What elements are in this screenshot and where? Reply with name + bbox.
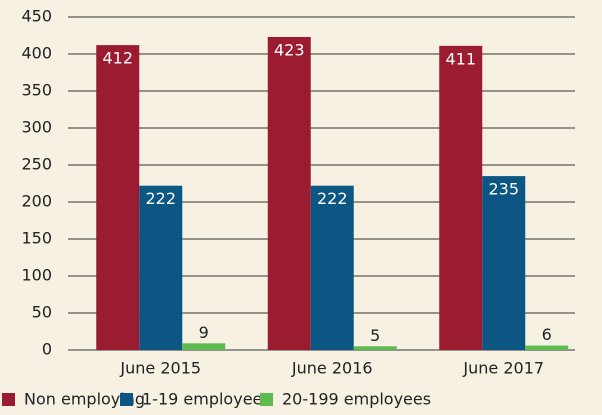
x-tick-label: June 2016: [291, 359, 373, 378]
y-tick-label: 450: [21, 7, 52, 26]
y-tick-label: 200: [21, 192, 52, 211]
bar: [353, 346, 397, 350]
bar: [267, 36, 311, 350]
bar: [96, 45, 140, 351]
data-label: 412: [102, 49, 133, 68]
data-label: 9: [199, 323, 209, 342]
bar: [182, 343, 226, 350]
legend-swatch: [2, 393, 15, 406]
legend-swatch: [120, 393, 133, 406]
y-tick-label: 400: [21, 44, 52, 63]
y-tick-label: 0: [42, 340, 52, 359]
data-label: 235: [488, 180, 519, 199]
data-label: 5: [370, 326, 380, 345]
legend-label: 20-199 employees: [282, 390, 431, 409]
legend-label: 1-19 employees: [142, 390, 271, 409]
y-tick-label: 300: [21, 118, 52, 137]
legend-swatch: [260, 393, 273, 406]
x-tick-label: June 2015: [119, 359, 201, 378]
x-tick-label: June 2017: [462, 359, 544, 378]
data-label: 222: [317, 189, 348, 208]
bar: [139, 185, 183, 350]
y-tick-label: 350: [21, 81, 52, 100]
bar: [439, 45, 483, 351]
legend-label: Non employing: [24, 390, 145, 409]
bar: [525, 345, 569, 350]
data-label: 423: [274, 40, 305, 59]
data-label: 222: [145, 189, 176, 208]
y-tick-label: 50: [32, 303, 52, 322]
data-label: 411: [445, 49, 476, 68]
y-tick-label: 150: [21, 229, 52, 248]
bar: [482, 176, 526, 350]
y-tick-label: 100: [21, 266, 52, 285]
y-tick-label: 250: [21, 155, 52, 174]
data-label: 6: [542, 325, 552, 344]
bar: [310, 185, 354, 350]
